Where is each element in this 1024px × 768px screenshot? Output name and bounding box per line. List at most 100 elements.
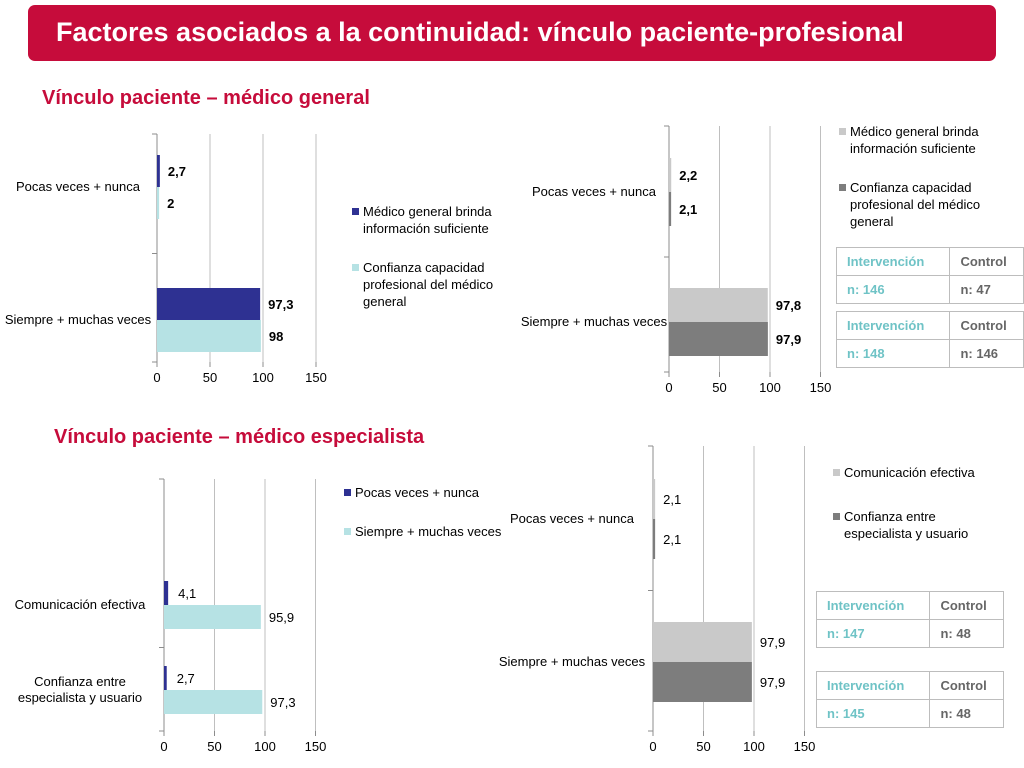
tick-label: 50 xyxy=(712,380,726,395)
tick-label: 0 xyxy=(153,370,160,385)
legend-label: Siempre + muchas veces xyxy=(355,524,502,539)
legend-label: Médico general brinda información sufici… xyxy=(363,204,492,236)
tick-label: 150 xyxy=(305,739,327,754)
data-label: 2,2 xyxy=(679,168,697,183)
sample-size-table: Intervención Control n: 148 n: 146 xyxy=(835,311,1024,368)
data-label: 98 xyxy=(269,329,283,344)
bar xyxy=(157,320,261,352)
legend-label: Confianza capacidad profesional del médi… xyxy=(850,180,981,229)
legend-swatch xyxy=(344,489,351,496)
data-label: 2,7 xyxy=(168,164,186,179)
section-title-general: Vínculo paciente – médico general xyxy=(42,87,370,109)
legend-item: Médico general brinda información sufici… xyxy=(839,123,1009,157)
data-label: 97,9 xyxy=(760,635,785,650)
bar xyxy=(669,192,672,226)
sample-size-table: Intervención Control n: 145 n: 48 xyxy=(815,671,1004,728)
tick-label: 100 xyxy=(743,739,765,754)
tick-label: 50 xyxy=(207,739,221,754)
data-label: 97,9 xyxy=(776,332,801,347)
data-label: 4,1 xyxy=(178,586,196,601)
bar xyxy=(164,605,261,629)
table-header-control: Control xyxy=(949,247,1024,276)
bar xyxy=(653,479,656,519)
data-label: 97,3 xyxy=(268,297,293,312)
page-title: Factores asociados a la continuidad: vín… xyxy=(56,17,904,47)
tick-label: 150 xyxy=(305,370,327,385)
tick-label: 50 xyxy=(696,739,710,754)
data-label: 2,1 xyxy=(663,492,681,507)
data-label: 2,1 xyxy=(679,202,697,217)
tick-label: 50 xyxy=(203,370,217,385)
sample-size-table: Intervención Control n: 147 n: 48 xyxy=(815,591,1004,648)
table-header-intervencion: Intervención xyxy=(835,247,951,276)
table-header-intervencion: Intervención xyxy=(835,311,951,340)
bar xyxy=(669,158,672,192)
legend-swatch xyxy=(833,513,840,520)
category-label: Siempre + muchas veces xyxy=(5,312,152,327)
table-value-control: n: 47 xyxy=(949,275,1024,304)
tick-label: 150 xyxy=(810,380,832,395)
bar xyxy=(157,155,160,187)
legend-item: Confianza capacidad profesional del médi… xyxy=(839,179,1009,230)
tick-label: 0 xyxy=(160,739,167,754)
table-value-intervencion: n: 146 xyxy=(835,275,951,304)
table-value-intervencion: n: 148 xyxy=(835,339,951,368)
chart-especialista-intervention: 0 50 100 150 Comunicación efectiva Confianza … xyxy=(15,478,327,754)
legend-swatch xyxy=(352,264,359,271)
legend-label: Comunicación efectiva xyxy=(844,465,975,480)
legend-label: Confianza capacidad profesional del médi… xyxy=(363,260,494,309)
data-label: 97,9 xyxy=(760,675,785,690)
chart-especialista-control: 0 50 100 150 Pocas veces + nunca Siempre + mu… xyxy=(499,445,816,754)
bar xyxy=(669,322,768,356)
legend-swatch xyxy=(839,184,846,191)
data-label: 95,9 xyxy=(269,610,294,625)
chart-general-intervention: 0 50 100 150 Pocas veces + nunca Siempre + mu… xyxy=(5,133,327,385)
legend-label: Médico general brinda información sufici… xyxy=(850,124,979,156)
legend-swatch xyxy=(352,208,359,215)
legend-item: Médico general brinda información sufici… xyxy=(352,203,522,237)
bar xyxy=(653,662,752,702)
legend-label: Confianza entre especialista y usuario xyxy=(844,509,969,541)
legend-item: Comunicación efectiva xyxy=(833,464,1003,481)
table-value-control: n: 48 xyxy=(929,619,1004,648)
legend-swatch xyxy=(833,469,840,476)
legend-swatch xyxy=(839,128,846,135)
data-label: 97,8 xyxy=(776,298,801,313)
bar xyxy=(164,666,167,690)
table-header-control: Control xyxy=(929,591,1004,620)
category-label: Comunicación efectiva xyxy=(15,597,147,612)
legend-item: Siempre + muchas veces xyxy=(344,523,504,540)
tick-label: 100 xyxy=(252,370,274,385)
legend-label: Pocas veces + nunca xyxy=(355,485,479,500)
data-label: 2 xyxy=(167,196,174,211)
tick-label: 100 xyxy=(759,380,781,395)
bar xyxy=(157,187,160,219)
table-header-control: Control xyxy=(949,311,1024,340)
table-value-control: n: 146 xyxy=(949,339,1024,368)
tick-label: 100 xyxy=(254,739,276,754)
bar xyxy=(653,622,752,662)
tick-label: 150 xyxy=(794,739,816,754)
title-banner: Factores asociados a la continuidad: vín… xyxy=(28,5,996,61)
category-label: Confianza entre especialista y usuario xyxy=(18,674,142,705)
table-value-intervencion: n: 147 xyxy=(815,619,931,648)
sample-size-table: Intervención Control n: 146 n: 47 xyxy=(835,247,1024,304)
table-header-control: Control xyxy=(929,671,1004,700)
table-header-intervencion: Intervención xyxy=(815,591,931,620)
legend-item: Confianza capacidad profesional del médi… xyxy=(352,259,522,310)
bar xyxy=(164,581,169,605)
tick-label: 0 xyxy=(649,739,656,754)
category-label: Siempre + muchas veces xyxy=(521,314,668,329)
data-label: 97,3 xyxy=(270,695,295,710)
category-label: Siempre + muchas veces xyxy=(499,654,646,669)
table-header-intervencion: Intervención xyxy=(815,671,931,700)
bar xyxy=(653,519,656,559)
legend-item: Confianza entre especialista y usuario xyxy=(833,508,1003,542)
data-label: 2,1 xyxy=(663,532,681,547)
category-label: Pocas veces + nunca xyxy=(532,184,657,199)
legend-swatch xyxy=(344,528,351,535)
category-label: Pocas veces + nunca xyxy=(16,179,141,194)
bar xyxy=(669,288,768,322)
section-title-especialista: Vínculo paciente – médico especialista xyxy=(54,426,425,448)
tick-label: 0 xyxy=(665,380,672,395)
